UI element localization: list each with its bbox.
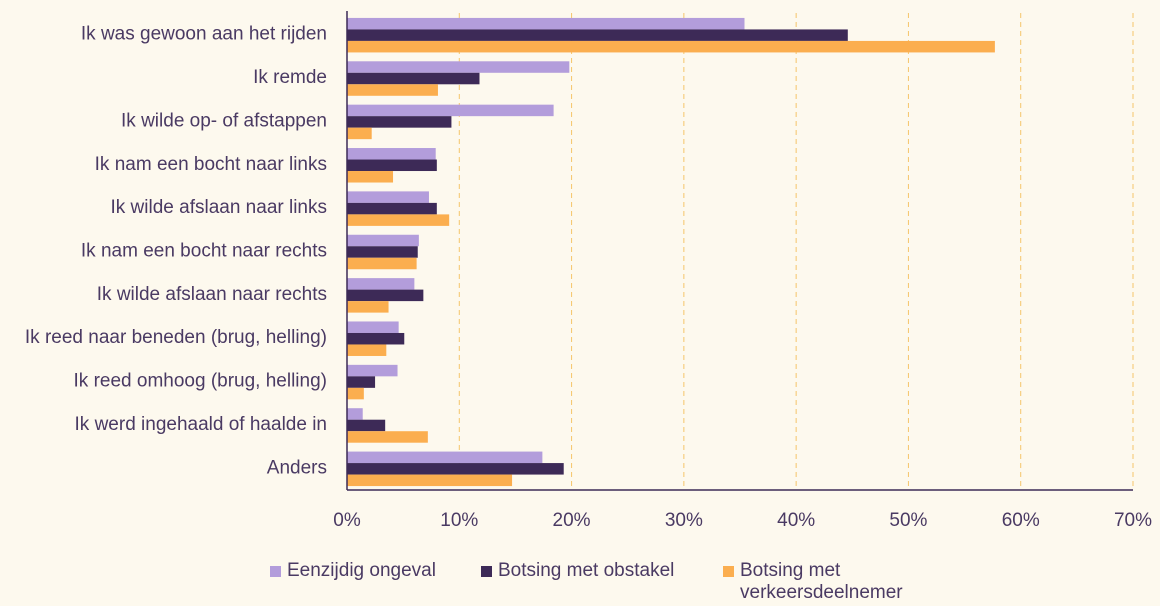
bar xyxy=(347,364,398,377)
y-tick-label: Ik reed omhoog (brug, helling) xyxy=(74,371,327,392)
x-tick-label: 10% xyxy=(440,510,478,531)
y-tick-label: Anders xyxy=(267,457,327,478)
bar xyxy=(347,171,394,183)
bar xyxy=(347,84,438,96)
bar xyxy=(347,408,363,420)
bar xyxy=(347,104,554,117)
bar xyxy=(347,214,450,226)
legend-swatch xyxy=(723,566,734,577)
bar xyxy=(347,332,405,345)
x-tick-label: 70% xyxy=(1114,510,1152,531)
y-tick-label: Ik reed naar beneden (brug, helling) xyxy=(25,327,327,348)
bar xyxy=(347,159,437,172)
legend-item: Botsing met obstakel xyxy=(481,560,711,582)
y-tick-label: Ik remde xyxy=(253,67,327,88)
y-tick-label: Ik werd ingehaald of haalde in xyxy=(75,414,327,435)
y-tick-label: Ik was gewoon aan het rijden xyxy=(81,24,327,45)
bar xyxy=(347,202,437,215)
legend-item: Eenzijdig ongeval xyxy=(270,560,470,582)
legend-label: Botsing met verkeersdeelnemer xyxy=(740,560,903,603)
bar xyxy=(347,116,452,128)
bar xyxy=(347,376,376,388)
bar xyxy=(347,127,372,140)
y-tick-label: Ik wilde op- of afstappen xyxy=(121,110,327,131)
bar xyxy=(347,29,848,41)
bar xyxy=(347,148,436,160)
bar xyxy=(347,301,389,313)
y-tick-label: Ik nam een bocht naar rechts xyxy=(81,241,327,262)
bar xyxy=(347,61,570,73)
bar xyxy=(347,387,364,400)
bar xyxy=(347,474,513,487)
x-tick-label: 50% xyxy=(889,510,927,531)
legend-item: Botsing met verkeersdeelnemer xyxy=(723,560,923,604)
x-tick-label: 30% xyxy=(665,510,703,531)
bar xyxy=(347,72,480,85)
bar xyxy=(347,246,418,258)
y-tick-label: Ik wilde afslaan naar links xyxy=(111,197,328,218)
legend-swatch xyxy=(481,566,492,577)
bar xyxy=(347,278,415,290)
legend-label: Eenzijdig ongeval xyxy=(287,560,436,581)
bar xyxy=(347,191,429,203)
y-tick-label: Ik wilde afslaan naar rechts xyxy=(97,284,327,305)
bar xyxy=(347,419,386,432)
bar xyxy=(347,40,995,53)
bar xyxy=(347,344,387,356)
bar xyxy=(347,257,417,270)
bar xyxy=(347,451,543,464)
legend-swatch xyxy=(270,566,281,577)
bar xyxy=(347,234,419,247)
bar xyxy=(347,463,564,475)
legend-label: Botsing met obstakel xyxy=(498,560,675,581)
bar xyxy=(347,321,399,333)
bar xyxy=(347,431,428,443)
bar xyxy=(347,289,424,302)
x-tick-label: 0% xyxy=(333,510,361,531)
x-tick-label: 60% xyxy=(1002,510,1040,531)
x-tick-label: 40% xyxy=(777,510,815,531)
y-tick-label: Ik nam een bocht naar links xyxy=(95,154,327,175)
x-tick-label: 20% xyxy=(553,510,591,531)
bar xyxy=(347,17,745,30)
